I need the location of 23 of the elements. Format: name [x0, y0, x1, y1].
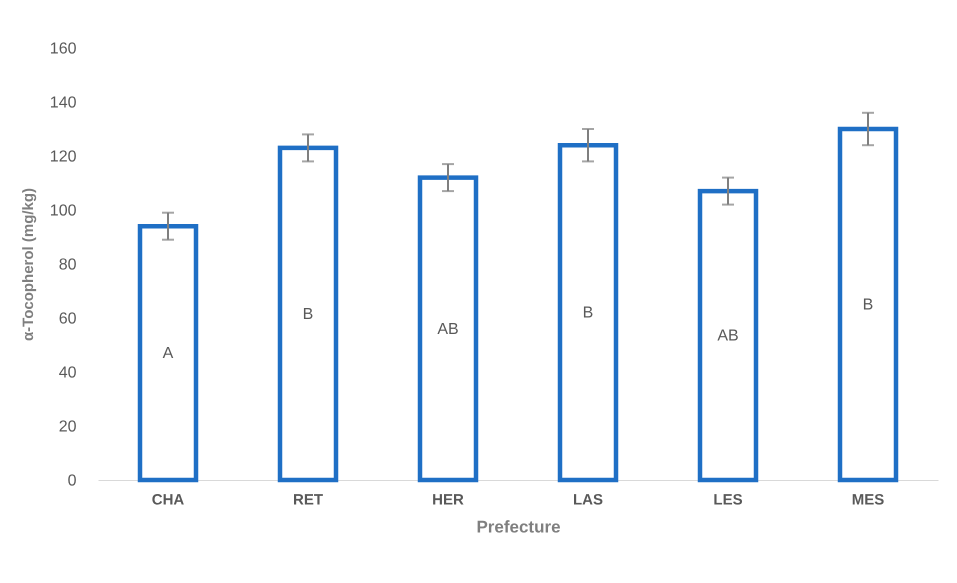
annotation: B [302, 306, 314, 323]
y-tick-label: 60 [58, 310, 77, 328]
y-axis-title: α-Tocopherol (mg/kg) [20, 188, 37, 342]
x-tick-label: HER [432, 492, 464, 508]
y-tick-label: 40 [58, 364, 77, 382]
annotation: A [162, 345, 174, 362]
x-tick-label: LES [713, 492, 743, 508]
y-tick-label: 160 [50, 40, 77, 58]
y-tick-label: 20 [58, 418, 77, 436]
y-tick-label: 120 [50, 148, 77, 166]
y-tick-label: 0 [68, 472, 77, 490]
x-tick-label: RET [293, 492, 323, 508]
y-tick-label: 100 [50, 202, 77, 220]
x-axis-title: Prefecture [476, 518, 561, 536]
x-tick-label: CHA [152, 492, 184, 508]
annotation: AB [717, 328, 739, 345]
x-tick-label: MES [852, 492, 884, 508]
x-tick-label: LAS [573, 492, 603, 508]
annotation: B [582, 304, 594, 322]
annotation: B [862, 296, 874, 314]
annotation: AB [437, 320, 459, 338]
y-tick-label: 80 [58, 256, 77, 274]
y-tick-label: 140 [50, 94, 77, 112]
